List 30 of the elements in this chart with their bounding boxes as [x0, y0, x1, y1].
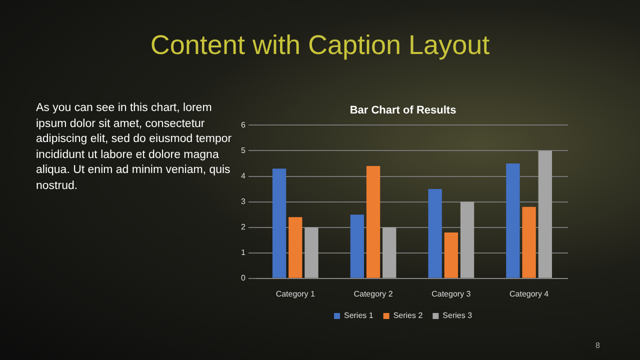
y-tick-label: 3 — [240, 197, 246, 206]
y-tick-label: 1 — [240, 248, 246, 258]
x-tick-label: Category 1 — [276, 289, 316, 298]
x-tick-label: Category 4 — [509, 289, 550, 298]
text: 8 — [594, 341, 600, 350]
bar — [382, 227, 396, 278]
bar — [366, 166, 380, 278]
bar — [444, 232, 458, 278]
bar — [272, 168, 286, 278]
chart-title: Bar Chart of Results — [350, 104, 456, 117]
bar — [350, 214, 364, 278]
y-tick-label: 5 — [240, 146, 246, 155]
bar — [288, 217, 302, 278]
legend-label: Series 1 — [344, 311, 374, 320]
text: As you can see in this chart, lorem ipsum dolor sit amet, consectetur adipiscing elit, sed do eiusmod tempor incididunt ut labore et dolore magna aliqua. Ut enim ad minim veniam, quis nostrud. — [36, 101, 233, 194]
legend-label: Series 3 — [442, 311, 473, 320]
y-tick-label: 2 — [240, 222, 246, 232]
x-tick-label: Category 2 — [354, 289, 394, 298]
bar — [428, 189, 442, 278]
y-tick-label: 0 — [240, 274, 246, 283]
y-tick-label: 6 — [240, 120, 246, 130]
y-tick-label: 4 — [240, 171, 246, 180]
text: Content with Caption Layout — [149, 30, 491, 61]
bar — [460, 202, 474, 278]
bar — [538, 150, 552, 278]
bar — [304, 227, 318, 278]
x-tick-label: Category 3 — [432, 289, 472, 298]
bar — [522, 206, 536, 278]
bar — [506, 164, 520, 278]
legend-label: Series 2 — [393, 311, 424, 320]
